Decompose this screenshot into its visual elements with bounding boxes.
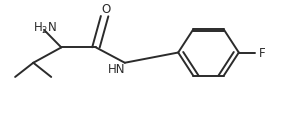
Text: HN: HN — [107, 62, 125, 75]
Text: H$_2$N: H$_2$N — [33, 20, 57, 35]
Text: F: F — [259, 47, 265, 60]
Text: O: O — [102, 3, 111, 16]
